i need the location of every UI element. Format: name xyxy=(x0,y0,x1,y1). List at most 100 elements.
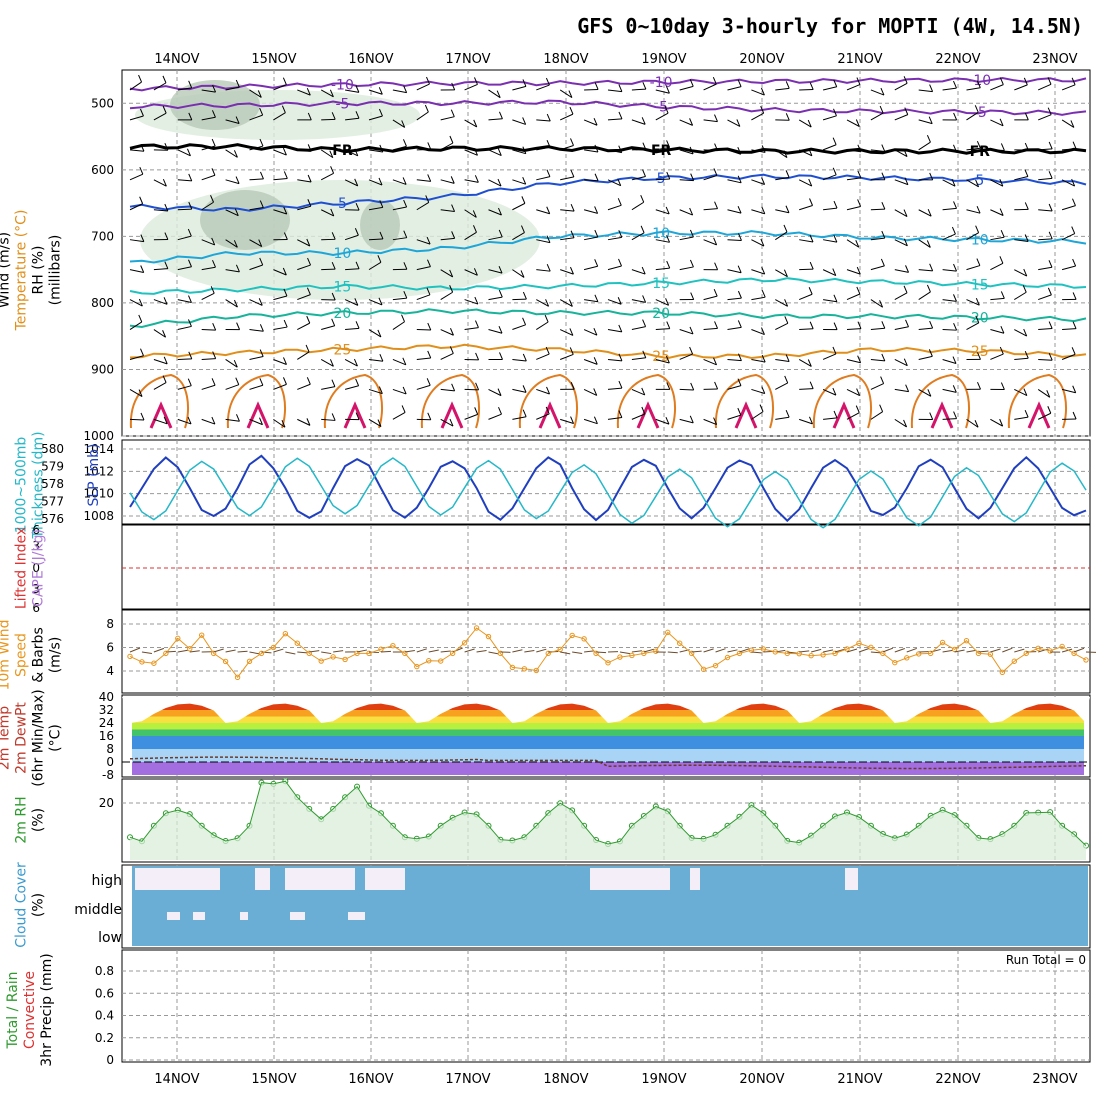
wind-barb-flag xyxy=(810,198,813,205)
wind-barb-flag xyxy=(976,226,979,233)
isotherm-label-FR: FR xyxy=(332,143,353,159)
wind-barb-flag xyxy=(881,259,884,266)
wind-barb xyxy=(656,268,670,270)
cloud-middle xyxy=(348,912,365,920)
wind-barb-flag xyxy=(427,378,430,385)
wind-barb xyxy=(608,119,622,120)
wind-barb-flag xyxy=(570,107,573,114)
wind-barb xyxy=(1038,239,1052,240)
wind10-point xyxy=(1084,658,1088,662)
wind-barb xyxy=(751,113,763,120)
wind-barb xyxy=(680,267,694,270)
wind-barb xyxy=(226,385,239,390)
wind-barb xyxy=(608,266,622,270)
wind-barb xyxy=(608,359,622,360)
cloud-high xyxy=(285,868,355,890)
wind-barb xyxy=(799,294,812,299)
cloud-level-low: low xyxy=(98,930,122,946)
wind-barb-flag xyxy=(523,292,526,299)
wind-barb xyxy=(321,173,333,180)
wind-barb-flag xyxy=(1049,322,1052,329)
wind-barb-flag xyxy=(1072,347,1075,354)
wind-barb-flag xyxy=(810,262,813,269)
wind-barb-flag xyxy=(1073,322,1076,329)
wind-barb xyxy=(417,180,431,182)
wind-barb-flag xyxy=(595,174,598,181)
top-date-18NOV: 18NOV xyxy=(543,52,588,67)
wind-barb-flag xyxy=(857,287,860,294)
upper-tick-500: 500 xyxy=(91,96,114,110)
wind-barb xyxy=(823,354,836,360)
wind-barb-flag xyxy=(332,380,335,387)
wind-barb xyxy=(799,389,813,390)
wind-barb xyxy=(250,330,264,332)
wind-barb-flag xyxy=(619,112,622,119)
wind-barb xyxy=(536,210,549,214)
wind-barb xyxy=(178,180,192,181)
wind-barb-flag xyxy=(140,167,143,174)
wind-barb-flag xyxy=(880,405,883,412)
wind-barb-flag xyxy=(139,75,142,82)
upper-ylabel-line: Temperature (°C) xyxy=(14,210,30,332)
wind-barb-flag xyxy=(882,321,885,328)
isotherm-label-20: 20 xyxy=(334,306,352,322)
isotherm-label-20: 20 xyxy=(971,311,989,327)
wind-barb xyxy=(895,270,909,273)
wind-barb xyxy=(1014,358,1028,359)
temp-band xyxy=(132,723,1084,730)
wind10-barb xyxy=(524,651,534,652)
wind-barb xyxy=(154,383,166,390)
wind-barb-flag xyxy=(738,408,741,415)
wind-barb xyxy=(441,389,455,390)
rh-ylabel: 2m RH(%) xyxy=(14,796,47,843)
wind-barb-flag xyxy=(784,225,787,232)
wind10-barb xyxy=(823,650,833,652)
wind-barb-flag xyxy=(1025,170,1028,177)
wind-barb xyxy=(823,300,837,302)
temp-tick--8: -8 xyxy=(102,768,114,782)
wind-barb xyxy=(608,330,622,332)
wind-barb xyxy=(441,292,453,299)
precip-tick-0.6: 0.6 xyxy=(95,986,114,1000)
bottom-date-17NOV: 17NOV xyxy=(445,1072,490,1087)
wind-barb xyxy=(130,419,144,420)
chart-title: GFS 0~10day 3-hourly for MOPTI (4W, 14.5… xyxy=(577,14,1083,38)
wind-barb-flag xyxy=(213,323,216,330)
wind-barb xyxy=(297,352,309,360)
wind-barb-flag xyxy=(715,321,718,328)
wind-barb-flag xyxy=(1072,199,1075,206)
wind-barb-flag xyxy=(930,264,933,271)
isotherm-25 xyxy=(130,345,1086,358)
wind-barb-flag xyxy=(450,136,453,143)
run-total: Run Total = 0 xyxy=(1006,953,1086,967)
wind-barb-flag xyxy=(882,354,885,361)
wind-barb-flag xyxy=(1001,383,1004,390)
wind10-ylabel-line: & Barbs xyxy=(31,627,47,683)
wind-barb xyxy=(990,298,1004,299)
precip-ylabel-line: 3hr Precip (mm) xyxy=(39,953,55,1066)
wind-barb-flag xyxy=(1048,288,1051,295)
wind10-barb xyxy=(130,648,140,652)
wind-barb xyxy=(130,174,143,180)
wind-barb-flag xyxy=(834,201,837,208)
upper-tick-800: 800 xyxy=(91,296,114,310)
cloud-middle xyxy=(167,912,180,920)
surface-loop-30 xyxy=(814,375,871,428)
surface-loop-35 xyxy=(1029,405,1049,428)
wind-barb xyxy=(895,83,907,90)
wind-barb xyxy=(1062,329,1076,330)
cape-ylabel-line: CAPE (J/kg) xyxy=(31,529,47,607)
temp-band xyxy=(132,736,1084,749)
wind-barb xyxy=(775,323,788,329)
wind-barb xyxy=(512,299,526,300)
wind-barb-flag xyxy=(284,320,287,327)
wind-barb-flag xyxy=(1048,108,1051,115)
wind-barb xyxy=(226,180,239,184)
wind-barb xyxy=(536,354,549,359)
wind-barb xyxy=(775,359,789,361)
wind-barb xyxy=(465,328,479,330)
wind-barb-flag xyxy=(212,139,215,146)
wind-barb-flag xyxy=(641,195,644,202)
